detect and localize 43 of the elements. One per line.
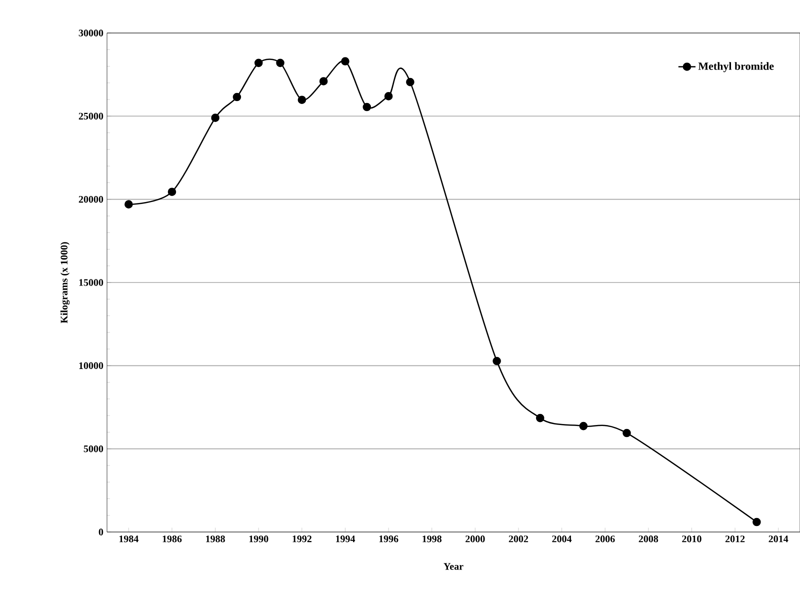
- x-tick-label: 2000: [466, 536, 485, 542]
- x-tick-label: 2008: [638, 536, 658, 542]
- point: [298, 96, 306, 104]
- legend-label: Methyl bromide: [698, 62, 774, 72]
- x-tick-label: 1994: [336, 536, 356, 542]
- x-tick-label: 1984: [119, 536, 138, 542]
- x-tick-label: 2006: [596, 536, 615, 542]
- point: [211, 114, 220, 122]
- point: [168, 188, 176, 196]
- x-tick-label: 1996: [379, 536, 398, 542]
- point: [254, 58, 263, 68]
- x-tick-label: 2014: [768, 536, 788, 542]
- point: [622, 428, 631, 438]
- x-tick-label: 2010: [682, 536, 702, 542]
- y-tick-label: 5000: [84, 445, 104, 452]
- x-tick-label: 1990: [249, 536, 268, 542]
- x-tick-label: 1986: [162, 536, 182, 542]
- x-axis-title: Year: [444, 563, 464, 570]
- point: [276, 58, 284, 68]
- x-tick-label: 1988: [206, 536, 225, 542]
- point: [406, 78, 414, 86]
- point: [492, 356, 501, 366]
- point: [579, 422, 588, 430]
- point: [362, 102, 372, 112]
- y-axis-title: Kilograms (x 1000): [60, 242, 70, 324]
- x-tick-label: 2002: [508, 536, 528, 542]
- y-tick-label: 15000: [79, 279, 104, 286]
- y-tick-label: 10000: [79, 362, 104, 370]
- y-tick-label: 30000: [78, 30, 104, 36]
- y-tick-label: 25000: [78, 112, 104, 120]
- y-tick-label: 20000: [78, 196, 104, 203]
- point: [384, 92, 393, 100]
- y-tick-label: 0: [98, 528, 104, 536]
- point: [536, 414, 544, 422]
- x-tick-label: 2012: [725, 536, 745, 542]
- x-tick-label: 1998: [422, 536, 442, 542]
- point: [124, 200, 133, 208]
- x-tick-label: 1992: [292, 536, 312, 542]
- x-tick-label: 2004: [552, 536, 572, 542]
- point: [341, 57, 350, 66]
- point: [319, 77, 328, 86]
- point: [232, 92, 242, 102]
- point: [752, 518, 761, 526]
